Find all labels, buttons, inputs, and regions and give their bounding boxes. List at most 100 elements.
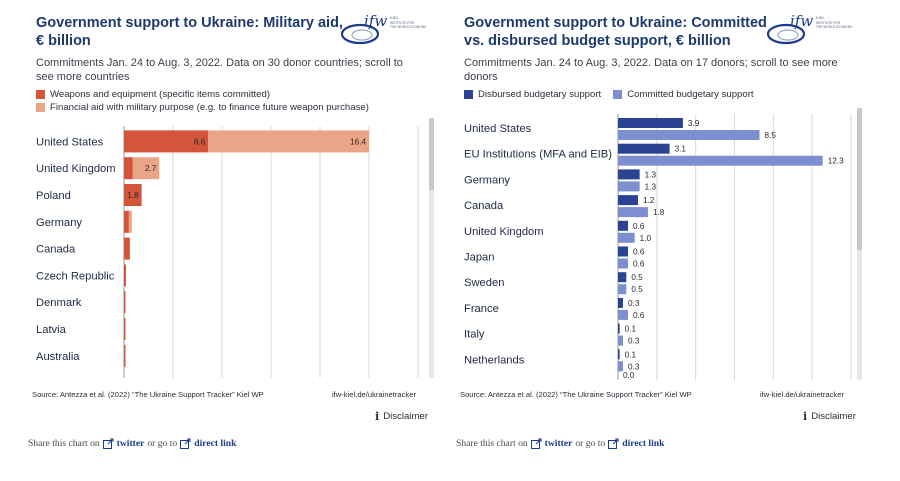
bar-disbursed — [618, 349, 620, 360]
chart-subtitle: Commitments Jan. 24 to Aug. 3, 2022. Dat… — [36, 57, 403, 83]
svg-text:THE WORLD ECONOMY: THE WORLD ECONOMY — [816, 25, 852, 29]
ifw-logo: ifw KIEL INSTITUTE FOR THE WORLD ECONOMY — [340, 12, 426, 45]
category-label: Australia — [36, 351, 80, 363]
chart-scrollbar[interactable] — [857, 108, 862, 380]
category-label: Denmark — [36, 297, 82, 309]
direct-link[interactable]: direct link — [194, 438, 237, 449]
external-link-icon — [608, 438, 619, 449]
bar-financial — [208, 130, 369, 153]
legend-swatch-financial — [36, 103, 45, 112]
bar-value-label: 0.6 — [633, 248, 645, 257]
bar-financial — [128, 210, 132, 233]
scrollbar-thumb[interactable] — [857, 108, 862, 250]
bar-value-label: 3.1 — [675, 145, 687, 154]
military-aid-chart: United States 8.6 16.4 United Kingdom 2.7 Pol… — [36, 126, 419, 378]
bar-value-label: 0.0 — [623, 371, 635, 380]
bar-weapons — [124, 291, 126, 314]
legend-swatch-disbursed — [464, 90, 473, 99]
legend-item-weapons[interactable]: Weapons and equipment (specific items co… — [36, 88, 369, 101]
category-label: France — [464, 303, 499, 315]
twitter-link[interactable]: twitter — [544, 438, 573, 449]
chart-title: Government support to Ukraine: Military … — [36, 15, 343, 49]
share-middle: or go to — [147, 438, 178, 449]
category-label: EU Institutions (MFA and EIB) — [464, 149, 612, 161]
bar-committed — [618, 207, 648, 218]
legend-item-committed[interactable]: Committed budgetary support — [613, 88, 754, 101]
category-label: Sweden — [464, 277, 504, 289]
bar-value-label: 0.3 — [628, 362, 640, 371]
share-prefix: Share this chart on — [28, 438, 100, 449]
category-label: Germany — [464, 174, 510, 186]
category-label: Japan — [464, 252, 494, 264]
bar-value-label: 3.9 — [688, 119, 700, 128]
legend-item-financial[interactable]: Financial aid with military purpose (e.g… — [36, 101, 369, 114]
bar-value-label: 1.0 — [640, 234, 652, 243]
bar-value-label: 2.7 — [145, 164, 157, 173]
bar-committed — [618, 335, 623, 346]
legend-label: Financial aid with military purpose (e.g… — [50, 102, 369, 113]
bar-disbursed — [618, 118, 683, 128]
category-label: Netherlands — [464, 354, 525, 366]
category-label: United Kingdom — [36, 163, 116, 175]
chart-scrollbar[interactable] — [429, 118, 434, 378]
bar-committed — [618, 130, 760, 140]
bar-value-label: 0.1 — [625, 350, 637, 359]
bar-weapons — [124, 344, 126, 367]
category-label: Canada — [464, 200, 504, 212]
share-line: Share this chart on twitter or go to dir… — [28, 438, 236, 449]
category-label: Canada — [36, 244, 76, 256]
chart-subtitle: Commitments Jan. 24 to Aug. 3, 2022. Dat… — [464, 57, 838, 83]
legend-swatch-weapons — [36, 90, 45, 99]
legend: Weapons and equipment (specific items co… — [36, 88, 369, 114]
svg-text:INSTITUTE FOR: INSTITUTE FOR — [390, 21, 415, 25]
bar-committed — [618, 309, 628, 320]
svg-text:KIEL: KIEL — [816, 15, 825, 20]
external-link-icon — [530, 438, 542, 449]
bar-disbursed — [618, 169, 640, 180]
legend-label: Weapons and equipment (specific items co… — [50, 89, 271, 100]
tracker-link[interactable]: ifw-kiel.de/ukrainetracker — [760, 390, 844, 399]
bar-value-label: 0.3 — [628, 299, 640, 308]
bar-value-label: 1.3 — [645, 182, 657, 191]
bar-value-label: 8.5 — [764, 131, 776, 140]
disclaimer-button[interactable]: i Disclaimer — [375, 410, 428, 423]
bar-committed — [618, 155, 823, 166]
bar-committed — [618, 232, 635, 243]
external-link-icon — [180, 438, 191, 449]
share-line: Share this chart on twitter or go to dir… — [456, 438, 664, 449]
bar-value-label: 1.3 — [645, 170, 657, 179]
chart-title: Government support to Ukraine: Committed… — [464, 15, 767, 49]
bar-value-label: 0.3 — [628, 337, 640, 346]
disclaimer-button[interactable]: i Disclaimer — [803, 410, 856, 423]
tracker-link[interactable]: ifw-kiel.de/ukrainetracker — [332, 390, 416, 399]
bar-disbursed — [618, 246, 628, 257]
logo-text: ifw — [364, 12, 387, 30]
category-label: Latvia — [36, 324, 67, 336]
ifw-logo: ifw KIEL INSTITUTE FOR THE WORLD ECONOMY — [766, 12, 852, 45]
bar-weapons — [124, 130, 209, 153]
bar-disbursed — [618, 195, 638, 206]
bar-weapons — [124, 318, 126, 340]
share-prefix: Share this chart on — [456, 438, 528, 449]
info-icon: i — [803, 410, 808, 423]
info-icon: i — [375, 410, 380, 423]
legend-item-disbursed[interactable]: Disbursed budgetary support — [464, 88, 601, 101]
bar-value-label: 0.5 — [631, 273, 643, 282]
svg-text:KIEL: KIEL — [390, 15, 399, 20]
bar-value-label: 1.8 — [653, 208, 665, 217]
bar-weapons — [124, 157, 133, 180]
svg-text:THE WORLD ECONOMY: THE WORLD ECONOMY — [390, 25, 426, 29]
bar-value-label: 0.5 — [631, 285, 643, 294]
bar-value-label: 0.6 — [633, 222, 645, 231]
twitter-link[interactable]: twitter — [116, 438, 145, 449]
bar-committed — [618, 181, 640, 192]
category-label: United States — [36, 136, 104, 148]
budget-support-chart: United States 3.9 8.5 EU Institutions (MFA … — [464, 114, 852, 380]
legend-swatch-committed — [613, 90, 623, 99]
category-label: Italy — [464, 329, 485, 341]
direct-link[interactable]: direct link — [622, 438, 665, 449]
bar-weapons — [124, 210, 129, 233]
external-link-icon — [102, 438, 114, 449]
svg-text:INSTITUTE FOR: INSTITUTE FOR — [816, 21, 841, 25]
scrollbar-thumb[interactable] — [429, 118, 434, 190]
